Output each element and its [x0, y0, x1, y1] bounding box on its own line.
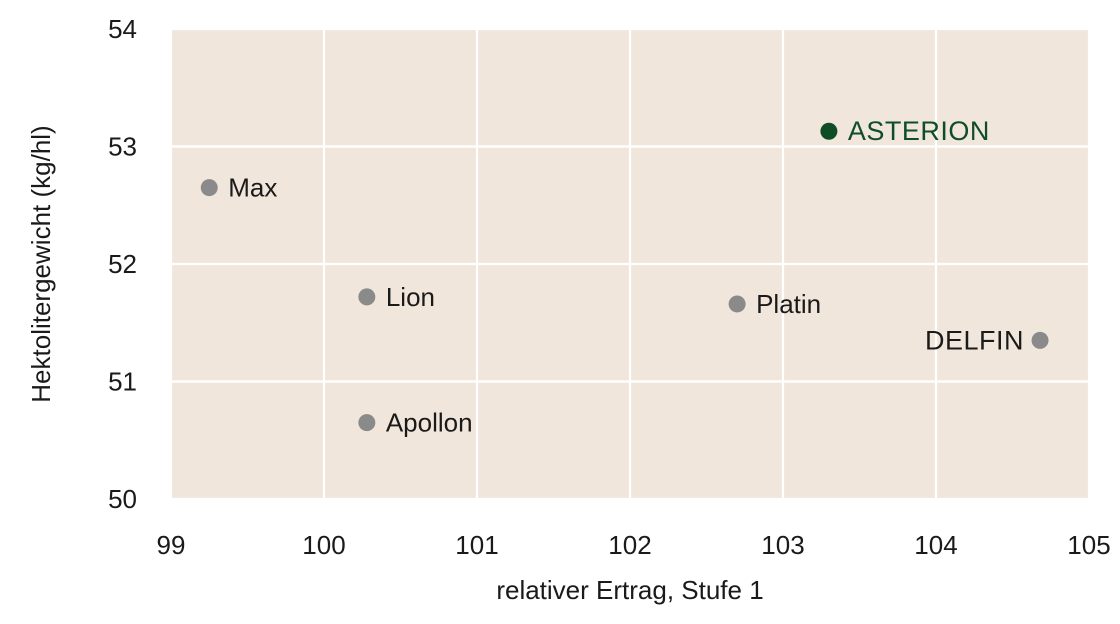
x-tick-label: 105 — [1067, 530, 1110, 560]
data-point-label: DELFIN — [925, 325, 1024, 355]
data-point-label: Max — [228, 173, 277, 203]
x-tick-label: 100 — [302, 530, 345, 560]
x-tick-label: 104 — [914, 530, 957, 560]
data-points: Max Lion Apollon Platin ASTERION DELFIN — [200, 116, 1049, 438]
data-point-label: ASTERION — [848, 116, 990, 146]
x-tick-label: 103 — [761, 530, 804, 560]
data-point — [200, 179, 218, 197]
data-point-label: Lion — [386, 282, 435, 312]
y-tick-label: 50 — [108, 484, 137, 514]
x-tick-label: 99 — [157, 530, 186, 560]
data-point — [1031, 331, 1049, 349]
y-tick-label: 53 — [108, 132, 137, 162]
data-point — [728, 295, 746, 313]
y-axis-ticks: 50 51 52 53 54 — [108, 14, 137, 514]
data-point-label: Platin — [756, 289, 821, 319]
y-axis-title: Hektolitergewicht (kg/hl) — [26, 125, 56, 402]
y-tick-label: 54 — [108, 14, 137, 44]
grid-lines — [169, 27, 1091, 501]
x-axis-title: relativer Ertrag, Stufe 1 — [496, 575, 763, 605]
y-tick-label: 52 — [108, 249, 137, 279]
data-point — [358, 288, 376, 306]
data-point-label: Apollon — [386, 408, 473, 438]
data-point — [820, 122, 838, 140]
x-tick-label: 101 — [455, 530, 498, 560]
data-point — [358, 414, 376, 432]
y-tick-label: 51 — [108, 367, 137, 397]
x-tick-label: 102 — [608, 530, 651, 560]
x-axis-ticks: 99 100 101 102 103 104 105 — [157, 530, 1111, 560]
